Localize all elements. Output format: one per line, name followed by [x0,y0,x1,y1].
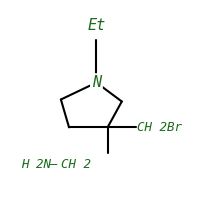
Text: CH 2: CH 2 [61,158,90,171]
Text: Et: Et [87,18,105,33]
Text: N: N [92,75,100,90]
Text: —: — [49,158,56,171]
Text: CH 2Br: CH 2Br [136,121,181,134]
Text: N: N [92,75,100,90]
Text: H 2N: H 2N [21,158,51,171]
